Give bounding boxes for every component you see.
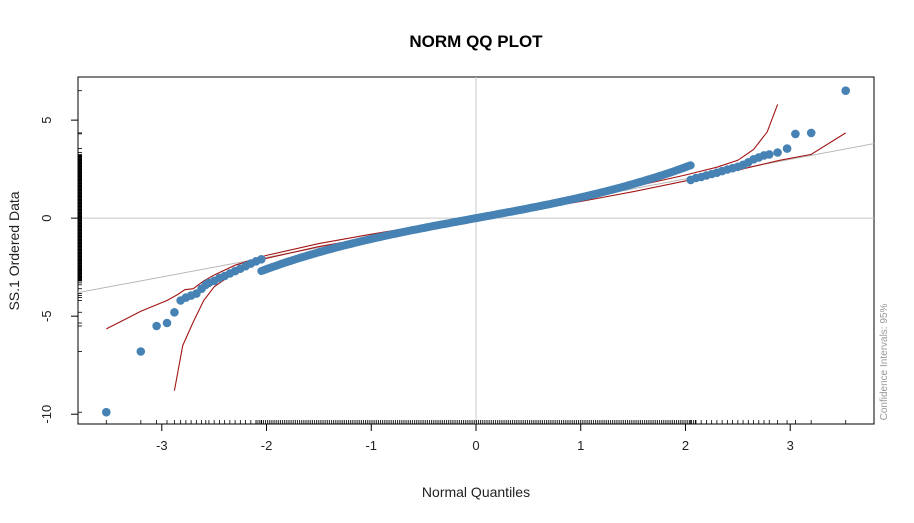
y-tick-label: -10 xyxy=(39,405,54,424)
x-tick-label: 3 xyxy=(787,438,794,453)
x-tick-label: 0 xyxy=(472,438,479,453)
data-point xyxy=(765,150,774,159)
chart-title: NORM QQ PLOT xyxy=(409,32,543,51)
x-axis: -3 -2 -1 0 1 2 3 xyxy=(156,424,794,453)
confidence-interval-note: Confidence Intervals: 95% xyxy=(879,304,890,421)
confidence-lower xyxy=(173,132,846,391)
data-point xyxy=(782,144,792,153)
y-tick-label: -5 xyxy=(39,310,54,322)
data-point xyxy=(791,129,800,139)
x-tick-label: -1 xyxy=(365,438,377,453)
confidence-upper xyxy=(106,104,779,330)
rug-marks xyxy=(78,90,847,424)
x-tick-label: 2 xyxy=(682,438,689,453)
data-point xyxy=(152,321,161,331)
x-tick-label: 1 xyxy=(577,438,584,453)
data-points-body xyxy=(257,161,695,275)
x-tick-label: -3 xyxy=(156,438,168,453)
y-tick-label: 5 xyxy=(39,116,54,123)
x-axis-label: Normal Quantiles xyxy=(422,484,530,500)
data-point xyxy=(170,308,179,317)
data-point xyxy=(136,347,146,356)
data-point xyxy=(806,128,816,138)
y-axis: -10 -5 0 5 xyxy=(39,116,78,424)
data-point xyxy=(162,318,172,328)
data-point xyxy=(841,86,850,95)
y-tick-label: 0 xyxy=(39,215,54,222)
data-point xyxy=(102,407,111,417)
data-point xyxy=(773,148,782,157)
x-tick-label: -2 xyxy=(261,438,273,453)
data-points xyxy=(102,86,850,417)
data-point xyxy=(257,254,266,264)
y-axis-label: SS.1 Ordered Data xyxy=(6,191,22,310)
crosshair-lines xyxy=(78,77,874,424)
